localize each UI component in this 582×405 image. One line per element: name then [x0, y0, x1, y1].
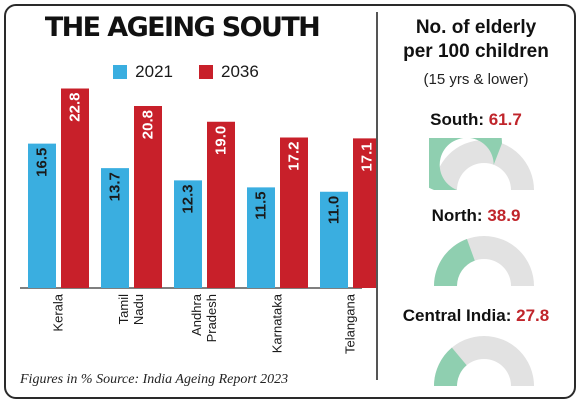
region-value-central-india: 27.8 — [516, 306, 550, 325]
tick-label-tamil-nadu: TamilNadu — [116, 294, 146, 325]
bar-label-karnataka-2021: 11.5 — [253, 191, 270, 219]
legend-label-2021: 2021 — [135, 62, 173, 81]
gauge-north — [434, 235, 534, 286]
bar-label-andhra-pradesh-2021: 12.3 — [180, 184, 197, 213]
gauge-fill-south — [429, 138, 502, 190]
bar-telangana-2036 — [353, 138, 376, 288]
legend-item-2036: 2036 — [199, 62, 259, 82]
bar-karnataka-2036 — [280, 137, 308, 288]
bar-label-karnataka-2036: 17.2 — [286, 142, 303, 171]
region-value-south: 61.7 — [488, 110, 522, 129]
region-name-south: South — [430, 110, 479, 129]
gauge-fill-north — [434, 239, 475, 286]
gauge-central-india — [434, 335, 534, 386]
bar-label-kerala-2021: 16.5 — [34, 148, 51, 177]
legend-swatch-2021 — [113, 65, 128, 79]
legend-item-2021: 2021 — [113, 62, 173, 82]
bar-tamil-nadu-2036 — [134, 106, 162, 288]
region-label-central-india: Central India: 27.8 — [402, 306, 550, 325]
bar-chart: 16.5 22.8 Kerala 13.7 20.8 TamilNadu 12.3 19.0 A… — [20, 88, 376, 354]
chart-title: THE AGEING SOUTH — [44, 12, 321, 43]
panel-divider — [376, 12, 378, 380]
gauge-panel-title-line1: No. of elderly — [415, 17, 537, 38]
legend-swatch-2036 — [199, 65, 213, 79]
region-value-north: 38.9 — [487, 206, 521, 225]
bar-label-kerala-2036: 22.8 — [67, 93, 84, 122]
legend-label-2036: 2036 — [221, 62, 259, 81]
tick-label-kerala: Kerala — [51, 293, 66, 331]
gauge-panel-title-line2: per 100 children — [403, 41, 549, 62]
gauge-track-south — [434, 139, 534, 190]
bar-label-tamil-nadu-2021: 13.7 — [107, 172, 124, 201]
region-name-central-india: Central India — [402, 306, 506, 325]
bar-label-andhra-pradesh-2036: 19.0 — [213, 126, 230, 155]
tick-label-karnataka: Karnataka — [270, 293, 285, 353]
region-label-south: South: 61.7 — [430, 110, 522, 129]
footer-source: Source: India Ageing Report 2023 — [96, 372, 289, 387]
gauge-panel-title: No. of elderly per 100 children — [380, 16, 572, 64]
infographic-frame — [4, 4, 576, 399]
bar-telangana-2021 — [320, 191, 348, 288]
chart-footer: Figures in % Source: India Ageing Report… — [20, 372, 288, 388]
bar-label-tamil-nadu-2036: 20.8 — [140, 110, 157, 139]
chart-legend: 2021 2036 — [0, 62, 372, 82]
region-label-north: North: 38.9 — [431, 206, 521, 225]
bar-karnataka-2021 — [247, 187, 275, 288]
bar-andhra-pradesh-2021 — [174, 180, 202, 288]
region-name-north: North — [431, 206, 477, 225]
tick-label-telangana: Telangana — [343, 293, 358, 354]
gauge-panel-subtitle: (15 yrs & lower) — [423, 71, 529, 88]
bar-kerala-2036 — [61, 88, 89, 288]
gauge-fill-central-india — [434, 347, 467, 386]
bar-label-telangana-2036: 17.1 — [359, 142, 376, 171]
bar-tamil-nadu-2021 — [101, 168, 129, 288]
bar-label-telangana-2021: 11.0 — [326, 196, 343, 224]
footer-figures-note: Figures in % — [20, 372, 93, 387]
gauge-south — [429, 138, 534, 190]
bar-andhra-pradesh-2036 — [207, 121, 235, 288]
tick-label-andhra-pradesh: AndhraPradesh — [189, 293, 219, 342]
bar-kerala-2021 — [28, 143, 56, 288]
